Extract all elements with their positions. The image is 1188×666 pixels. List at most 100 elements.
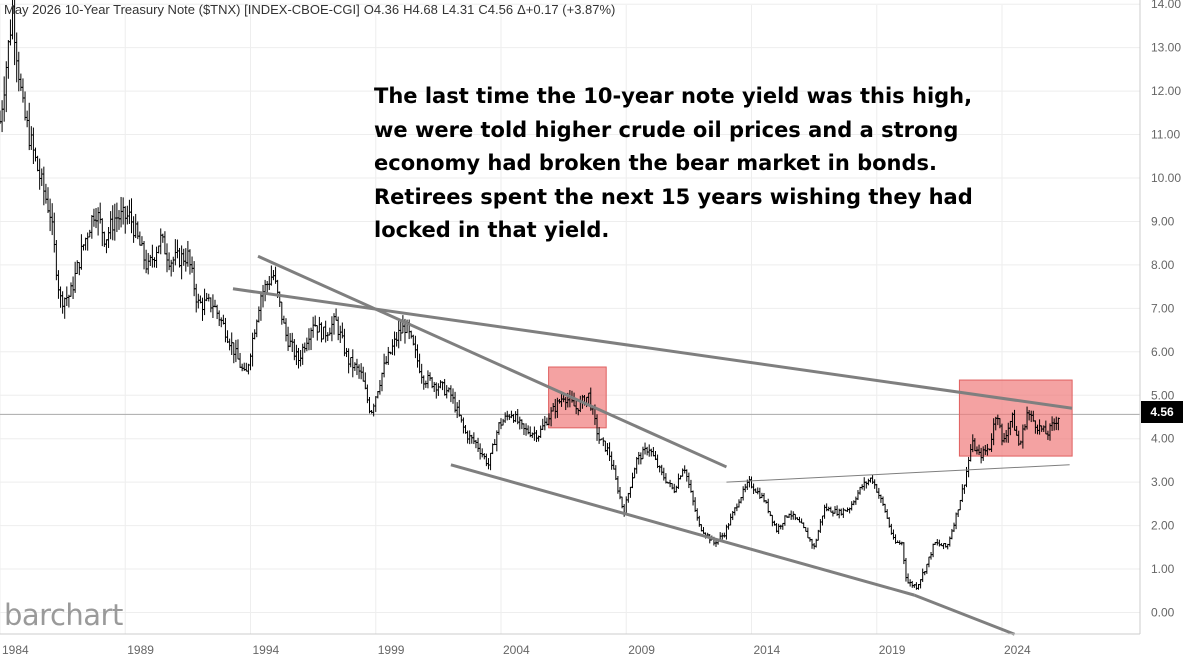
price-bar: [637, 451, 641, 465]
price-bar: [309, 327, 313, 351]
x-tick-label: 2024: [1004, 643, 1031, 657]
price-bar: [196, 293, 200, 309]
price-bar: [21, 78, 25, 103]
price-bar: [40, 168, 44, 186]
low-value: L4.31: [441, 2, 475, 17]
price-bar: [681, 468, 685, 477]
price-bar: [79, 234, 83, 270]
price-bar: [910, 580, 914, 588]
price-bar: [315, 325, 319, 341]
price-bar: [102, 231, 106, 247]
price-bar: [42, 166, 46, 206]
price-bar: [152, 257, 156, 268]
price-bar: [232, 342, 236, 364]
price-bar: [624, 496, 628, 514]
price-bar: [426, 370, 430, 389]
price-bar: [733, 507, 737, 516]
price-bar: [856, 490, 860, 501]
price-bar: [474, 439, 478, 449]
price-bar: [891, 529, 895, 540]
price-bar: [182, 248, 186, 266]
annotation-line: The last time the 10-year note yield was…: [374, 84, 973, 108]
price-bar: [219, 317, 223, 328]
price-bar: [121, 197, 125, 225]
price-bar: [493, 439, 497, 446]
price-bar: [322, 326, 326, 340]
price-bars-layer: [0, 0, 1060, 590]
price-bar: [685, 469, 689, 482]
price-bar: [169, 259, 173, 277]
price-bar: [386, 346, 390, 365]
y-tick-label: 2.00: [1151, 519, 1175, 533]
price-bar: [223, 317, 227, 343]
price-bar: [789, 510, 793, 520]
price-bar: [597, 427, 601, 444]
price-bar: [52, 212, 56, 253]
price-bar: [71, 276, 75, 299]
y-tick-label: 5.00: [1151, 388, 1175, 402]
price-bar: [436, 383, 440, 396]
chart-title: May 2026 10-Year Treasury Note ($TNX) [I…: [4, 2, 360, 17]
price-bar: [163, 231, 167, 255]
price-bar: [451, 388, 455, 404]
price-bar: [334, 308, 338, 321]
price-bar: [146, 252, 150, 275]
y-tick-label: 3.00: [1151, 475, 1175, 489]
price-bar: [499, 418, 503, 430]
price-bar: [228, 338, 232, 351]
price-bar: [674, 485, 678, 493]
price-bar: [543, 415, 547, 431]
price-bar: [130, 198, 134, 234]
price-bar: [820, 515, 824, 526]
price-bar: [165, 243, 169, 273]
price-bar: [109, 211, 113, 240]
price-bar: [324, 320, 328, 343]
highlight-box: [548, 366, 607, 429]
price-bar: [84, 237, 88, 251]
price-bar: [380, 372, 384, 392]
y-tick-label: 11.00: [1151, 128, 1180, 142]
price-bar: [271, 270, 275, 281]
price-bar: [752, 483, 756, 494]
price-bar: [931, 543, 935, 558]
annotation-line: locked in that yield.: [374, 218, 610, 242]
price-bar: [459, 414, 463, 423]
change-value: Δ+0.17 (+3.87%): [517, 2, 616, 17]
price-bar: [539, 425, 543, 438]
y-tick-label: 14.00: [1151, 0, 1181, 11]
price-bar: [608, 442, 612, 461]
price-bar: [338, 325, 342, 343]
price-bar: [86, 232, 90, 251]
highlight-box: [958, 379, 1073, 457]
x-tick-label: 2014: [754, 643, 781, 657]
price-bar: [73, 261, 77, 293]
price-bar: [530, 432, 534, 438]
price-bar: [288, 333, 292, 348]
price-bar: [424, 380, 428, 388]
price-bar: [69, 282, 73, 297]
price-bar: [186, 240, 190, 267]
price-bar: [123, 206, 127, 234]
price-bar: [244, 362, 248, 372]
price-bar: [514, 411, 518, 423]
price-bar: [693, 497, 697, 512]
price-bar: [852, 500, 856, 506]
price-bar: [952, 522, 956, 532]
price-bar: [351, 349, 355, 378]
price-bar: [280, 301, 284, 325]
price-bar: [418, 353, 422, 374]
price-bar: [98, 202, 102, 224]
trendline: [450, 463, 915, 597]
price-bar: [413, 335, 417, 359]
price-bar: [65, 286, 69, 307]
price-bar: [489, 452, 493, 471]
price-bar: [240, 363, 244, 372]
price-bar: [416, 344, 419, 368]
y-tick-label: 9.00: [1151, 214, 1175, 228]
price-bar: [94, 208, 98, 229]
trendline: [232, 287, 1073, 410]
price-bar: [390, 339, 394, 356]
price-bar: [737, 499, 741, 508]
